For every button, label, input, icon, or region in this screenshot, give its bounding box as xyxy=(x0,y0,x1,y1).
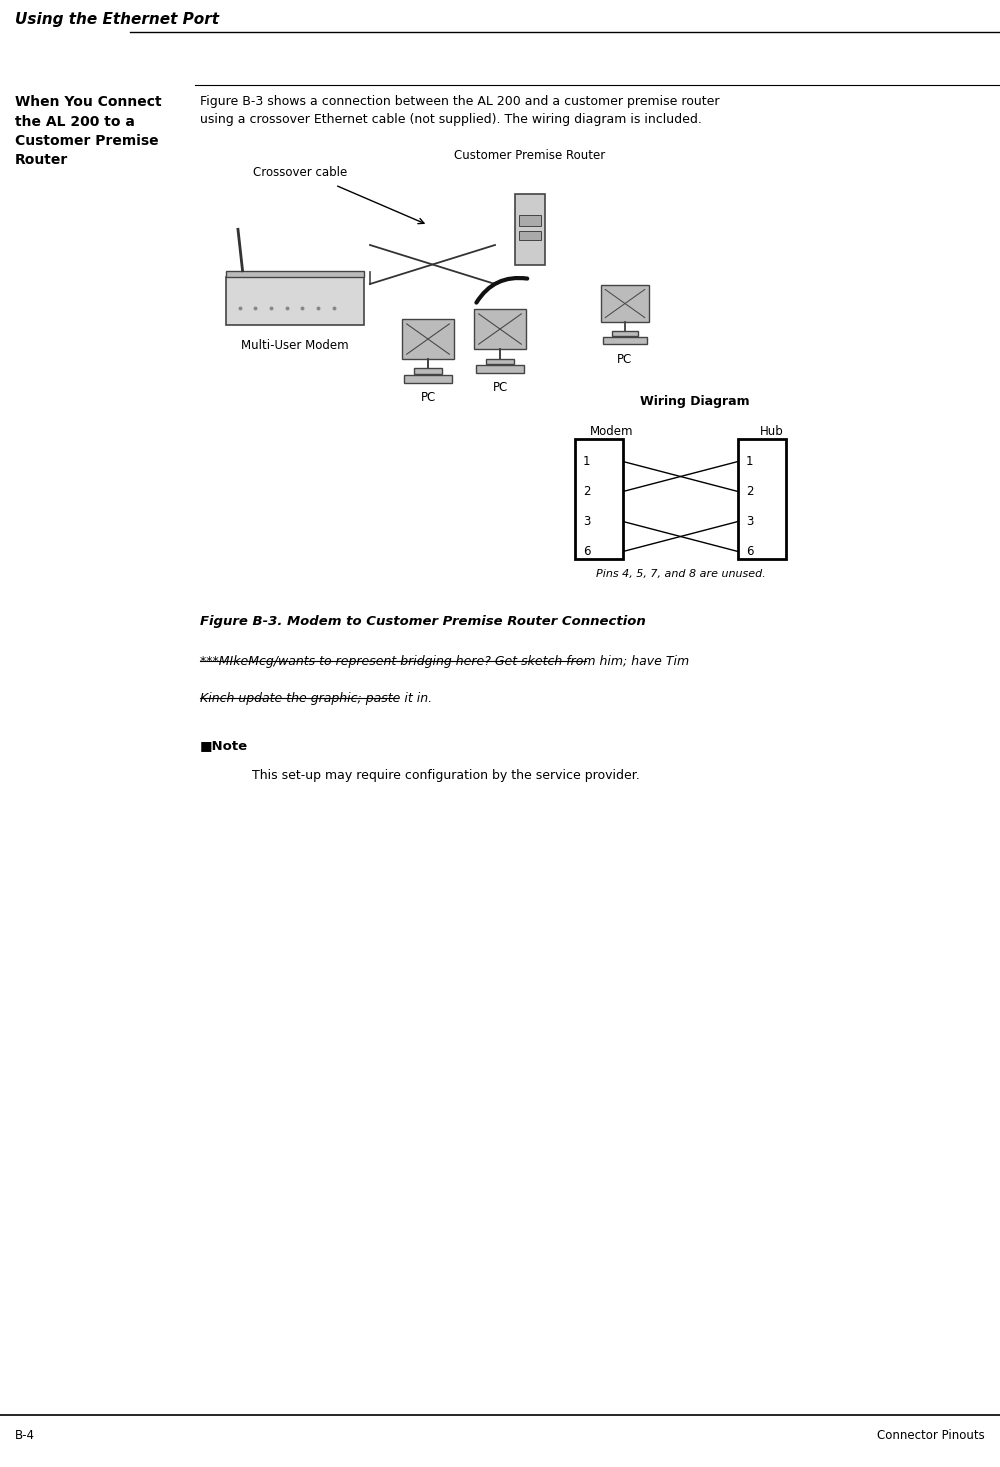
Text: Using the Ethernet Port: Using the Ethernet Port xyxy=(15,12,219,26)
Text: 1: 1 xyxy=(583,455,590,468)
Text: Pins 4, 5, 7, and 8 are unused.: Pins 4, 5, 7, and 8 are unused. xyxy=(596,569,765,579)
Bar xyxy=(486,358,514,364)
Bar xyxy=(404,376,452,383)
Text: 3: 3 xyxy=(583,515,590,528)
Text: Customer Premise Router: Customer Premise Router xyxy=(454,150,606,161)
Text: 1: 1 xyxy=(746,455,754,468)
Text: Connector Pinouts: Connector Pinouts xyxy=(877,1429,985,1442)
Text: Multi-User Modem: Multi-User Modem xyxy=(241,339,349,352)
Text: 3: 3 xyxy=(746,515,753,528)
Text: B-4: B-4 xyxy=(15,1429,35,1442)
Text: ***MIkeMcg/wants to represent bridging here? Get sketch from him; have Tim: ***MIkeMcg/wants to represent bridging h… xyxy=(200,654,689,667)
Bar xyxy=(601,285,649,321)
Text: Figure B-3 shows a connection between the AL 200 and a customer premise router
u: Figure B-3 shows a connection between th… xyxy=(200,95,720,126)
Text: 6: 6 xyxy=(746,546,754,557)
Bar xyxy=(515,194,545,266)
Text: PC: PC xyxy=(420,392,436,403)
Bar xyxy=(226,271,364,277)
Text: 2: 2 xyxy=(583,486,590,497)
Bar xyxy=(414,368,442,374)
Text: Figure B-3. Modem to Customer Premise Router Connection: Figure B-3. Modem to Customer Premise Ro… xyxy=(200,615,646,628)
Bar xyxy=(474,310,526,349)
Text: Modem: Modem xyxy=(590,425,634,439)
Text: Hub: Hub xyxy=(760,425,784,439)
Bar xyxy=(575,439,623,559)
Bar xyxy=(603,337,647,343)
Bar xyxy=(402,320,454,359)
Text: PC: PC xyxy=(617,354,633,365)
Text: Kinch update the graphic; paste it in.: Kinch update the graphic; paste it in. xyxy=(200,692,432,706)
Bar xyxy=(519,232,541,241)
Bar xyxy=(612,330,638,336)
Bar xyxy=(519,214,541,226)
Bar xyxy=(226,277,364,326)
Text: ■Note: ■Note xyxy=(200,739,248,753)
Text: Wiring Diagram: Wiring Diagram xyxy=(640,395,750,408)
Text: 2: 2 xyxy=(746,486,754,497)
Bar xyxy=(738,439,786,559)
Text: PC: PC xyxy=(492,381,508,395)
Text: Crossover cable: Crossover cable xyxy=(253,166,347,179)
Text: This set-up may require configuration by the service provider.: This set-up may require configuration by… xyxy=(252,769,640,782)
Text: When You Connect
the AL 200 to a
Customer Premise
Router: When You Connect the AL 200 to a Custome… xyxy=(15,95,162,167)
Text: 6: 6 xyxy=(583,546,590,557)
Bar xyxy=(476,365,524,373)
